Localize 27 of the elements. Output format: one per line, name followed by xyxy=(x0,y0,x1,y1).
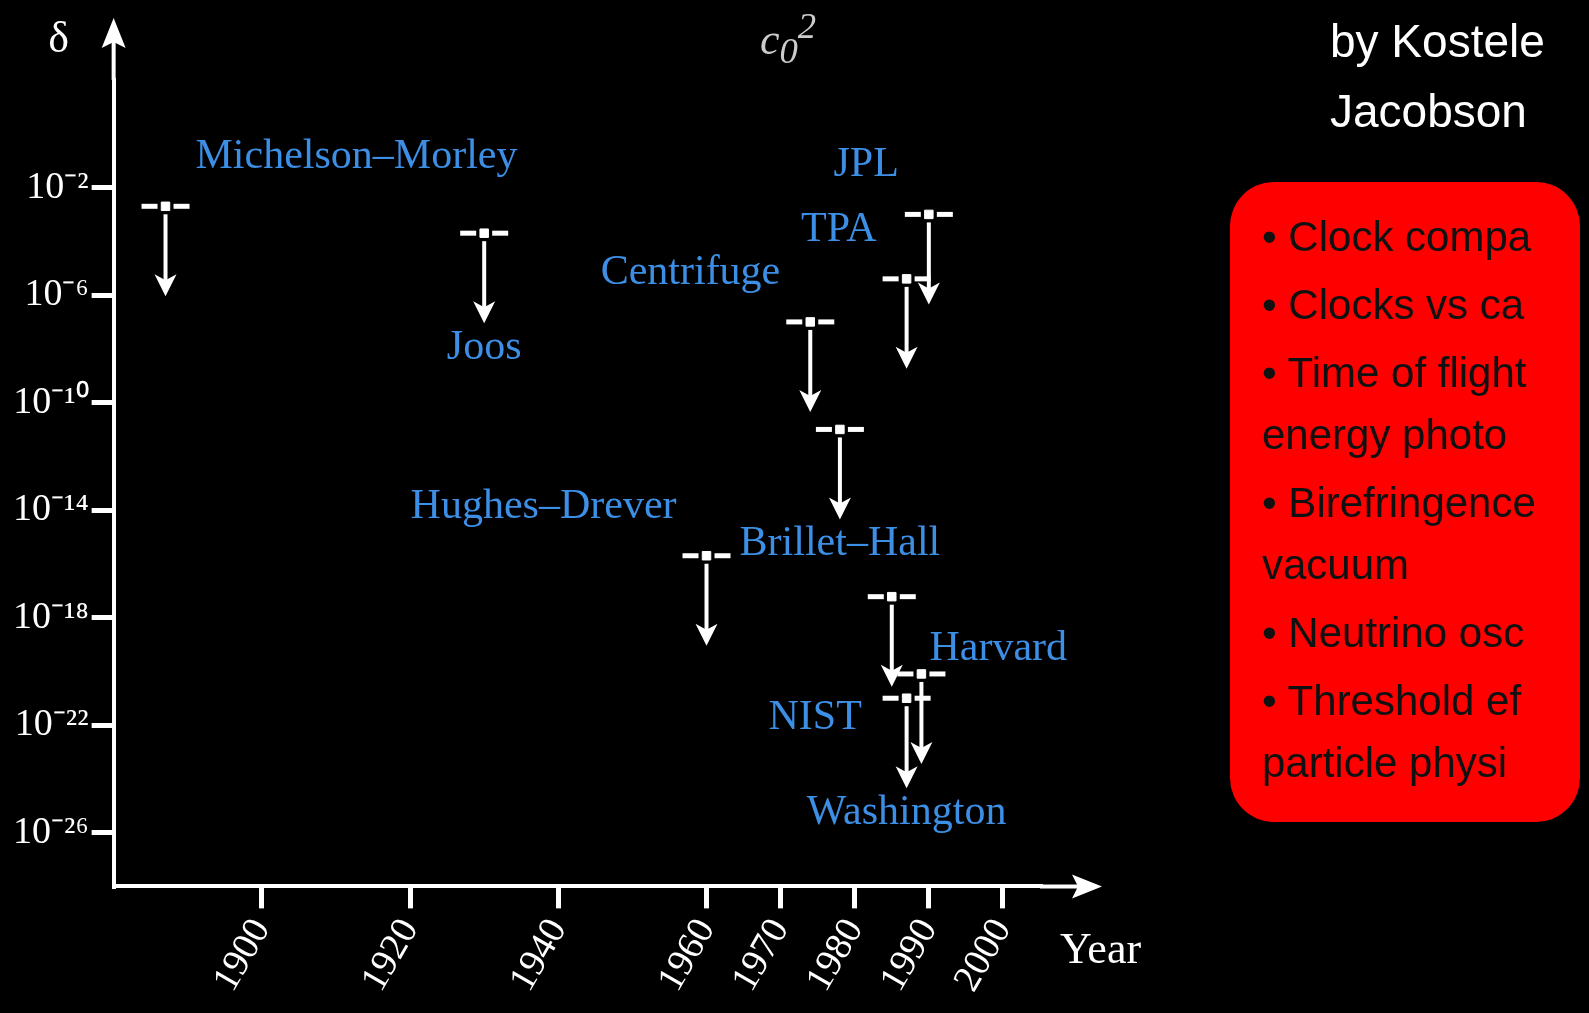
text: • Time of flight energy photo xyxy=(1261,348,1528,460)
y-tick-label: 10⁻² xyxy=(26,163,89,206)
text: Jacobson xyxy=(1330,84,1527,138)
annotation: NIST xyxy=(768,691,862,738)
annotation: Centrifuge xyxy=(600,246,781,293)
text: • Birefringence vacuum xyxy=(1261,478,1537,590)
text: • Threshold ef particle physi xyxy=(1261,676,1523,788)
annotation: Washington xyxy=(806,787,1007,834)
text: by Kostele xyxy=(1330,14,1545,68)
x-axis-title: Year xyxy=(1060,923,1142,973)
annotation: Brillet–Hall xyxy=(739,518,941,565)
annotation: Hughes–Drever xyxy=(410,480,677,527)
annotation: Harvard xyxy=(929,622,1068,669)
annotation: Michelson–Morley xyxy=(195,131,518,178)
y-tick-label: 10⁻²⁶ xyxy=(13,808,89,851)
annotation: Joos xyxy=(446,322,522,369)
y-tick-label: 10⁻²² xyxy=(14,701,89,744)
text: • Neutrino osc xyxy=(1261,608,1526,658)
text: • Clocks vs ca xyxy=(1261,280,1526,330)
y-tick-label: 10⁻¹⁸ xyxy=(13,593,89,636)
y-tick-label: 10⁻¹⁰ xyxy=(13,378,89,421)
annotation: JPL xyxy=(833,139,899,186)
annotation: TPA xyxy=(801,203,878,250)
y-tick-label: 10⁻⁶ xyxy=(24,271,89,314)
y-axis-title: δ xyxy=(48,12,70,62)
text: • Clock compa xyxy=(1261,212,1533,262)
y-tick-label: 10⁻¹⁴ xyxy=(13,486,89,529)
